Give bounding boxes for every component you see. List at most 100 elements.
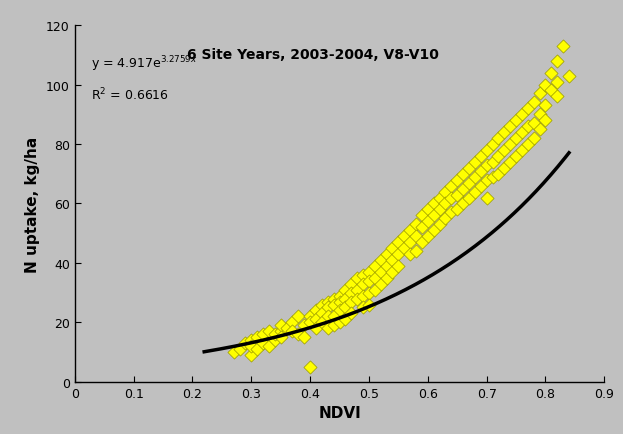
Point: [482, 194, 492, 201]
Point: [505, 141, 515, 148]
Point: [382, 275, 392, 282]
Point: [335, 307, 345, 314]
Point: [482, 147, 492, 154]
Point: [323, 325, 333, 332]
Point: [535, 91, 545, 98]
Text: 6 Site Years, 2003-2004, V8-V10: 6 Site Years, 2003-2004, V8-V10: [187, 47, 439, 61]
Point: [246, 343, 256, 350]
Point: [340, 286, 350, 293]
Point: [505, 159, 515, 166]
Point: [446, 183, 456, 190]
Point: [429, 212, 439, 219]
Point: [476, 153, 486, 160]
Point: [352, 286, 362, 293]
Point: [488, 174, 498, 181]
Point: [346, 281, 356, 288]
Point: [429, 227, 439, 234]
Point: [382, 251, 392, 258]
Point: [270, 337, 280, 344]
Point: [423, 233, 433, 240]
Point: [546, 88, 556, 95]
Point: [270, 331, 280, 338]
Point: [399, 245, 409, 252]
Point: [517, 112, 527, 118]
Point: [535, 126, 545, 133]
Point: [258, 331, 268, 338]
Point: [482, 177, 492, 184]
Point: [264, 328, 274, 335]
Point: [458, 186, 468, 193]
Point: [311, 316, 321, 323]
Point: [335, 299, 345, 306]
Point: [376, 257, 386, 264]
Point: [411, 221, 421, 228]
X-axis label: NDVI: NDVI: [318, 405, 361, 420]
Point: [464, 180, 474, 187]
Point: [335, 319, 345, 326]
Point: [511, 118, 521, 125]
Point: [323, 304, 333, 311]
Point: [358, 272, 368, 279]
Point: [252, 334, 262, 341]
Point: [541, 118, 551, 125]
Point: [346, 310, 356, 317]
Point: [358, 304, 368, 311]
Point: [370, 286, 380, 293]
Point: [388, 269, 397, 276]
Point: [346, 289, 356, 296]
Point: [264, 343, 274, 350]
Point: [541, 103, 551, 110]
Point: [546, 70, 556, 77]
Point: [488, 159, 498, 166]
Point: [329, 313, 339, 320]
Point: [529, 135, 539, 142]
Point: [382, 263, 392, 270]
Point: [282, 325, 292, 332]
Point: [552, 94, 562, 101]
Point: [329, 322, 339, 329]
Point: [287, 319, 297, 326]
Point: [376, 269, 386, 276]
Point: [317, 301, 327, 308]
Point: [252, 346, 262, 353]
Point: [541, 82, 551, 89]
Point: [552, 79, 562, 86]
Point: [229, 349, 239, 356]
Point: [499, 129, 509, 136]
Point: [317, 319, 327, 326]
Point: [435, 221, 445, 228]
Point: [476, 168, 486, 175]
Point: [511, 153, 521, 160]
Point: [476, 183, 486, 190]
Point: [393, 263, 403, 270]
Point: [529, 120, 539, 128]
Point: [299, 322, 309, 329]
Point: [234, 346, 244, 353]
Point: [246, 337, 256, 344]
Point: [405, 251, 415, 258]
Point: [276, 322, 286, 329]
Point: [287, 328, 297, 335]
Point: [464, 194, 474, 201]
Point: [276, 328, 286, 335]
Point: [517, 129, 527, 136]
Point: [370, 275, 380, 282]
Point: [311, 307, 321, 314]
Point: [529, 100, 539, 107]
Point: [446, 210, 456, 217]
Point: [435, 207, 445, 214]
Point: [470, 189, 480, 196]
Point: [411, 248, 421, 255]
Point: [523, 123, 533, 130]
Point: [470, 174, 480, 181]
Point: [246, 352, 256, 358]
Point: [305, 313, 315, 320]
Text: y = 4.917e$^{3.2759x}$: y = 4.917e$^{3.2759x}$: [91, 55, 197, 74]
Point: [429, 201, 439, 207]
Point: [258, 340, 268, 347]
Point: [535, 112, 545, 118]
Point: [488, 141, 498, 148]
Point: [493, 153, 503, 160]
Point: [364, 289, 374, 296]
Point: [458, 171, 468, 178]
